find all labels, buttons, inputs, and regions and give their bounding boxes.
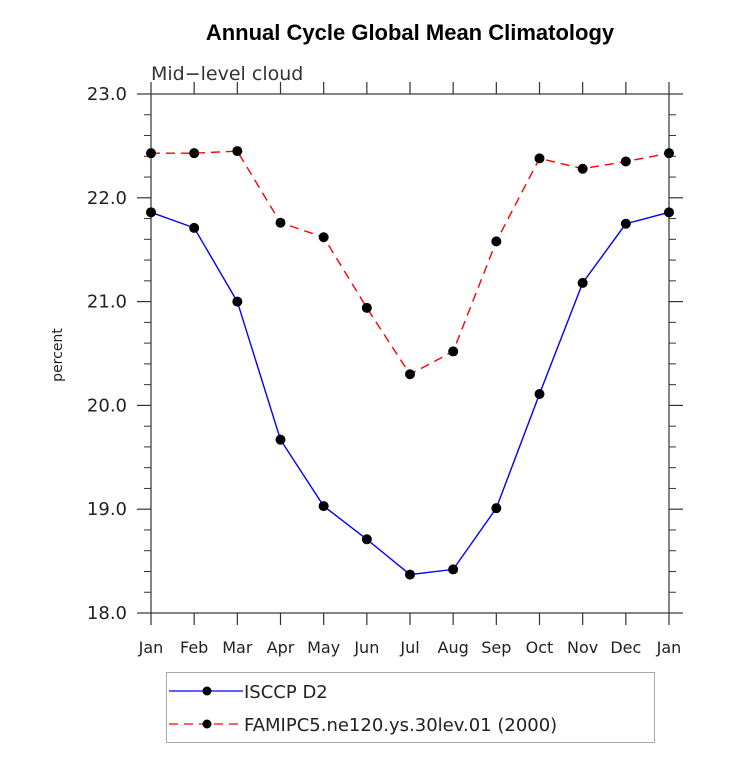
axes: Jan Feb Mar Apr May Jun Jul Aug Sep Oct Nov Dec Jan 1… [87,82,683,657]
legend-label-isccp: ISCCP D2 [244,682,328,703]
legend-box [166,672,655,743]
x-tick-label: Jun [353,638,379,657]
data-point-0-11 [620,218,631,229]
data-point-1-4 [318,232,329,243]
y-tick-label: 18.0 [87,603,127,624]
y-tick-label: 20.0 [87,395,127,416]
x-tick-label: Mar [222,638,253,657]
x-tick-label: Jan [656,638,682,657]
data-point-1-11 [620,156,631,167]
y-tick-label: 22.0 [87,188,127,209]
legend: ISCCP D2 FAMIPC5.ne120.ys.30lev.01 (2000… [166,672,655,743]
series-line-0 [150,211,670,576]
data-point-1-1 [189,148,200,159]
x-tick-label: Aug [438,638,469,657]
y-tick-label: 19.0 [87,499,127,520]
data-point-1-0 [146,148,156,159]
data-point-0-3 [275,434,286,445]
data-point-1-5 [361,302,372,313]
data-point-1-9 [534,153,545,164]
x-tick-label: Jan [138,638,164,657]
x-tick-label: Sep [481,638,511,657]
data-point-0-9 [534,388,545,399]
legend-label-famipc5: FAMIPC5.ne120.ys.30lev.01 (2000) [244,715,557,736]
data-point-1-10 [577,163,588,174]
data-point-0-7 [448,564,459,575]
data-point-0-6 [405,569,415,580]
chart-subtitle: Mid−level cloud [151,63,303,85]
data-point-0-10 [577,277,588,288]
data-point-1-8 [491,236,502,247]
x-tick-label: Jul [399,638,419,657]
data-point-0-2 [232,296,243,307]
data-point-1-2 [232,146,243,157]
series-layer [146,146,674,580]
y-tick-label: 23.0 [87,84,127,105]
x-tick-label: Feb [180,638,208,657]
data-point-1-7 [448,346,459,357]
data-point-0-8 [491,503,502,514]
y-tick-label: 21.0 [87,292,127,313]
data-point-0-1 [189,222,200,233]
x-tick-label: Nov [567,638,598,657]
y-axis-label: percent [50,328,66,382]
plot-frame [150,93,670,614]
series-line-1 [151,150,670,376]
x-tick-label: Dec [610,638,641,657]
x-tick-label: May [307,638,340,657]
data-point-1-6 [405,369,415,380]
legend-marker-famipc5 [202,719,212,729]
data-point-1-3 [275,217,286,228]
x-tick-label: Apr [267,638,295,657]
data-point-0-0 [146,207,156,218]
data-point-0-4 [318,501,329,512]
data-point-1-12 [664,148,674,159]
chart-title: Annual Cycle Global Mean Climatology [206,20,615,45]
data-point-0-5 [361,534,372,545]
x-tick-label: Oct [526,638,554,657]
data-point-0-12 [664,207,674,218]
legend-marker-isccp [202,686,212,696]
